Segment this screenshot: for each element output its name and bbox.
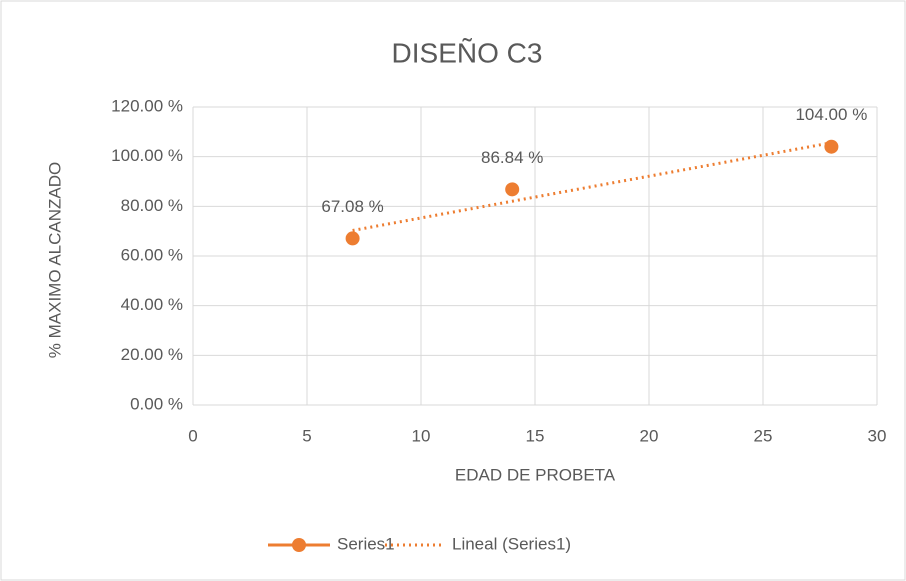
- x-axis-label: EDAD DE PROBETA: [455, 465, 616, 484]
- x-tick-label: 15: [526, 426, 545, 445]
- y-tick-label: 20.00 %: [121, 345, 183, 364]
- legend-marker: [292, 538, 306, 552]
- y-tick-label: 100.00 %: [111, 146, 183, 165]
- x-tick-label: 20: [640, 426, 659, 445]
- legend-label: Lineal (Series1): [452, 534, 571, 553]
- y-tick-label: 80.00 %: [121, 196, 183, 215]
- y-tick-label: 60.00 %: [121, 245, 183, 264]
- x-tick-label: 5: [302, 426, 311, 445]
- y-tick-label: 120.00 %: [111, 96, 183, 115]
- x-tick-label: 25: [754, 426, 773, 445]
- trendline: [352, 141, 832, 232]
- data-label: 104.00 %: [795, 105, 867, 124]
- x-tick-label: 0: [188, 426, 197, 445]
- y-tick-label: 0.00 %: [130, 394, 183, 413]
- data-label: 86.84 %: [481, 148, 543, 167]
- legend-label: Series1: [337, 534, 395, 553]
- data-point: [824, 139, 839, 154]
- data-point: [345, 231, 360, 246]
- chart-title: DISEÑO C3: [392, 37, 543, 68]
- y-tick-label: 40.00 %: [121, 295, 183, 314]
- x-tick-label: 10: [412, 426, 431, 445]
- data-label: 67.08 %: [321, 197, 383, 216]
- y-axis-label: % MAXIMO ALCANZADO: [45, 162, 64, 358]
- data-point: [505, 182, 520, 197]
- x-tick-label: 30: [868, 426, 887, 445]
